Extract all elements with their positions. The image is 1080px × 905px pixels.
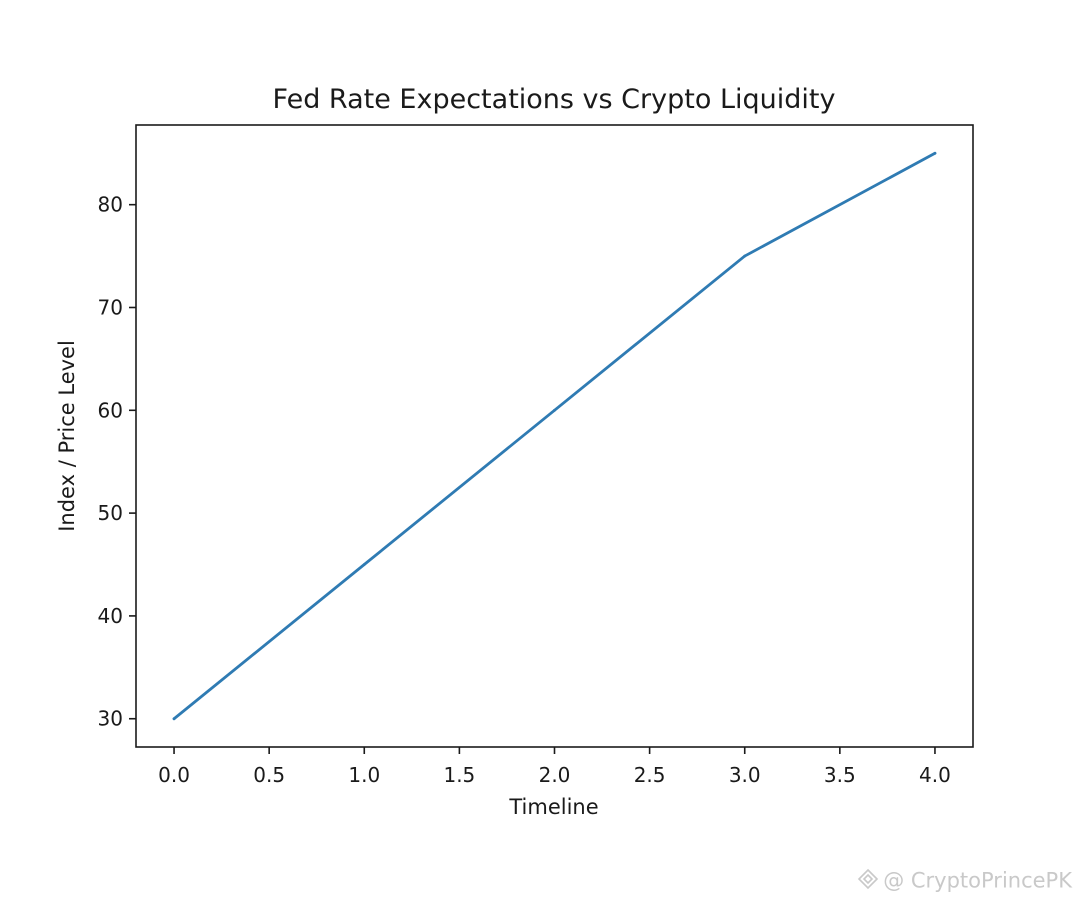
series-line-0 <box>172 151 937 721</box>
y-tick-label: 30 <box>98 707 123 731</box>
chart-title: Fed Rate Expectations vs Crypto Liquidit… <box>273 84 836 115</box>
x-tick-label: 4.0 <box>919 763 951 787</box>
y-tick-label: 60 <box>98 398 123 422</box>
plot-area-frame <box>135 124 974 748</box>
x-tick-label: 1.5 <box>443 763 475 787</box>
x-tick-label: 1.0 <box>348 763 380 787</box>
x-tick-label: 0.0 <box>158 763 190 787</box>
x-tick-label: 2.5 <box>634 763 666 787</box>
y-axis-label: Index / Price Level <box>55 340 79 532</box>
y-tick-label: 40 <box>98 604 123 628</box>
x-axis-ticks: 0.0 0.5 1.0 1.5 2.0 2.5 3.0 3.5 4.0 <box>158 747 951 787</box>
y-tick-label: 50 <box>98 501 123 525</box>
x-tick-label: 2.0 <box>539 763 571 787</box>
y-axis-ticks: 30 40 50 60 70 80 <box>98 193 136 731</box>
x-axis-label: Timeline <box>508 795 598 819</box>
watermark: @ CryptoPrincePK <box>857 868 1072 895</box>
y-tick-label: 80 <box>98 193 123 217</box>
data-point <box>362 563 366 566</box>
watermark-text: @ CryptoPrincePK <box>883 868 1072 893</box>
x-tick-label: 3.5 <box>824 763 856 787</box>
data-point <box>553 408 556 412</box>
x-tick-label: 3.0 <box>729 763 761 787</box>
series-layer <box>172 151 937 721</box>
data-point <box>743 254 747 258</box>
data-point <box>172 717 176 721</box>
y-tick-label: 70 <box>98 295 123 319</box>
diamond-logo-icon <box>857 868 879 895</box>
data-point <box>933 151 937 155</box>
x-tick-label: 0.5 <box>253 763 285 787</box>
